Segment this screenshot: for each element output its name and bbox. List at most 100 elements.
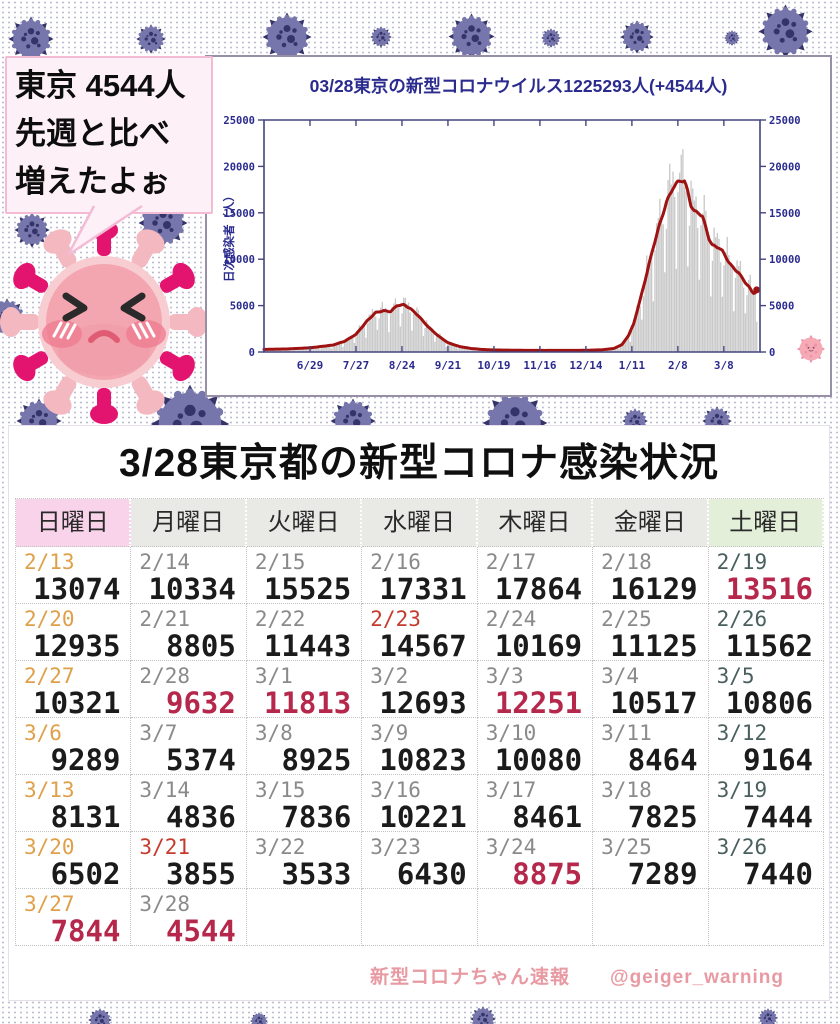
table-cell: 3/20 6502 xyxy=(16,832,132,889)
cell-date: 3/24 xyxy=(485,835,537,859)
svg-text:25000: 25000 xyxy=(769,115,801,127)
cell-date: 3/3 xyxy=(485,664,524,688)
virus-icon xyxy=(136,24,166,54)
cell-value: 8131 xyxy=(50,800,121,832)
virus-icon xyxy=(250,1012,268,1024)
virus-icon xyxy=(758,4,813,59)
cell-value: 8925 xyxy=(281,743,352,775)
table-header-wednesday: 水曜日 xyxy=(362,499,478,547)
table-cell xyxy=(362,889,478,946)
cell-value: 10823 xyxy=(379,743,467,775)
cell-date: 2/16 xyxy=(370,550,421,574)
cell-value: 7836 xyxy=(281,800,352,832)
cell-value: 7440 xyxy=(743,857,813,889)
cell-value: 15525 xyxy=(263,572,352,604)
speech-bubble: 東京 4544人 先週と比べ 増えたよぉ xyxy=(5,56,213,214)
cell-value: 16129 xyxy=(610,572,698,604)
svg-text:10000: 10000 xyxy=(769,254,801,266)
cell-date: 2/17 xyxy=(485,550,537,574)
table-cell xyxy=(593,889,709,946)
cell-value: 6502 xyxy=(50,857,121,889)
cell-date: 3/2 xyxy=(370,664,409,688)
svg-text:25000: 25000 xyxy=(223,115,255,127)
cell-value: 11443 xyxy=(263,629,352,661)
table-cell: 2/27 10321 xyxy=(16,661,132,718)
cell-date: 3/5 xyxy=(716,664,755,688)
cell-date: 3/11 xyxy=(601,721,652,745)
table-cell: 2/25 11125 xyxy=(593,604,709,661)
cell-date: 2/22 xyxy=(254,607,306,631)
cell-value: 10517 xyxy=(610,686,698,718)
cell-date: 3/1 xyxy=(254,664,293,688)
cell-value: 11562 xyxy=(725,629,813,661)
cell-date: 3/17 xyxy=(485,778,537,802)
cell-date: 2/19 xyxy=(716,550,768,574)
table-header-thursday: 木曜日 xyxy=(477,499,594,547)
table-cell: 3/22 3533 xyxy=(246,832,363,889)
cell-date: 3/14 xyxy=(139,778,190,802)
small-pink-virus-icon xyxy=(795,333,827,365)
speech-bubble-line: 東京 4544人 xyxy=(15,68,186,103)
table-title: 3/28東京都の新型コロナ感染状況 xyxy=(119,442,719,485)
cell-date: 3/16 xyxy=(370,778,421,802)
table-cell: 3/28 4544 xyxy=(131,889,247,946)
cell-value: 4836 xyxy=(166,800,236,832)
table-cell: 3/10 10080 xyxy=(477,718,594,775)
cell-date: 2/13 xyxy=(24,550,75,574)
cell-date: 3/26 xyxy=(716,835,768,859)
cell-date: 3/22 xyxy=(254,835,306,859)
cell-value: 11125 xyxy=(610,629,698,661)
table-cell: 2/24 10169 xyxy=(477,604,594,661)
table-cell: 3/9 10823 xyxy=(362,718,478,775)
cell-date: 2/27 xyxy=(24,664,75,688)
table-cell: 2/15 15525 xyxy=(246,547,363,604)
svg-text:0: 0 xyxy=(249,347,255,359)
cell-value: 4544 xyxy=(166,914,236,946)
table-cell: 3/5 10806 xyxy=(708,661,824,718)
table-cell xyxy=(246,889,363,946)
cell-value: 9164 xyxy=(743,743,813,775)
cell-date: 3/19 xyxy=(716,778,768,802)
cell-value: 7844 xyxy=(50,914,121,946)
table-cell: 2/14 10334 xyxy=(131,547,247,604)
svg-text:12/14: 12/14 xyxy=(569,359,602,372)
svg-text:1/11: 1/11 xyxy=(619,359,646,372)
cell-value: 17331 xyxy=(379,572,467,604)
credit-text: 新型コロナちゃん速報 @geiger_warning xyxy=(370,967,784,988)
table-header-friday: 金曜日 xyxy=(593,499,709,547)
table-cell: 2/18 16129 xyxy=(593,547,709,604)
cell-value: 3533 xyxy=(281,857,352,889)
table-cell: 3/25 7289 xyxy=(593,832,709,889)
svg-text:10000: 10000 xyxy=(223,254,255,266)
speech-bubble-tail xyxy=(66,205,143,257)
virus-icon xyxy=(470,1006,496,1024)
table-header-tuesday: 火曜日 xyxy=(246,499,363,547)
cell-date: 3/7 xyxy=(139,721,178,745)
cell-value: 10334 xyxy=(148,572,236,604)
cell-value: 14567 xyxy=(379,629,467,661)
svg-text:5000: 5000 xyxy=(230,301,255,313)
chart-title: 03/28東京の新型コロナウイルス1225293人(+4544人) xyxy=(309,76,728,96)
cell-value: 13074 xyxy=(33,572,121,604)
speech-bubble-line: 先週と比べ xyxy=(15,116,170,151)
cell-date: 3/10 xyxy=(485,721,537,745)
cell-value: 10169 xyxy=(494,629,583,661)
table-cell: 2/16 17331 xyxy=(362,547,478,604)
cell-value: 7444 xyxy=(743,800,813,832)
table-cell: 3/21 3855 xyxy=(131,832,247,889)
svg-text:9/21: 9/21 xyxy=(435,359,462,372)
virus-icon xyxy=(758,1008,778,1024)
cell-value: 3855 xyxy=(166,857,236,889)
cell-date: 3/12 xyxy=(716,721,768,745)
cell-value: 8805 xyxy=(166,629,236,661)
table-cell: 3/17 8461 xyxy=(477,775,594,832)
table-cell: 3/3 12251 xyxy=(477,661,594,718)
cell-value: 17864 xyxy=(494,572,583,604)
cell-date: 2/24 xyxy=(485,607,537,631)
table-cell xyxy=(708,889,824,946)
covid-trend-chart: 0 0 5000 5000 10000 10000 15000 15000 20000 20000… xyxy=(222,115,801,372)
cell-date: 3/20 xyxy=(24,835,75,859)
virus-icon xyxy=(620,20,654,54)
table-cell xyxy=(477,889,594,946)
